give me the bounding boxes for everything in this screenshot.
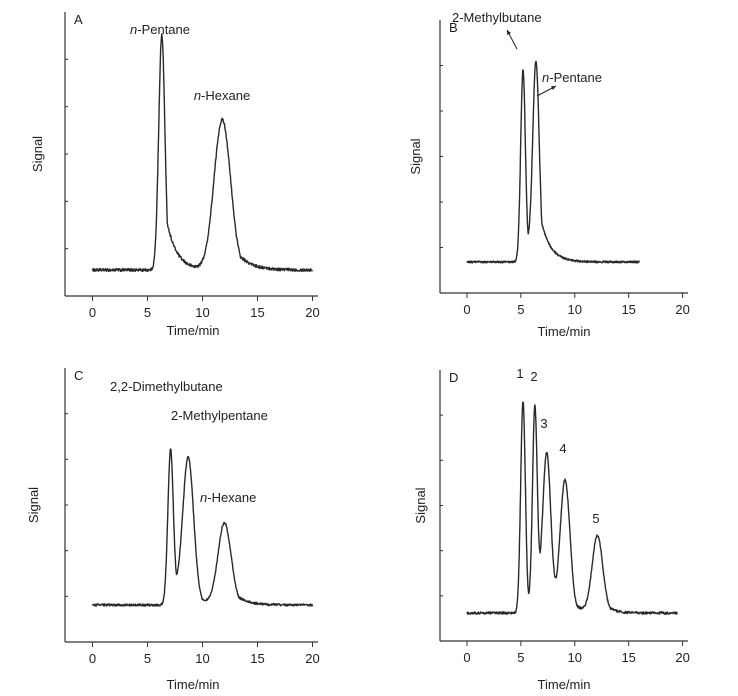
panel-b: 0 5 10 15 20 Time/min Signal B2-Methylbutane n-P…	[408, 10, 690, 339]
x-tick-label: 20	[305, 651, 319, 666]
x-tick-label: 10	[195, 305, 209, 320]
x-tick-label: 0	[463, 650, 470, 665]
chromatogram-trace	[91, 33, 314, 273]
x-tick-label: 20	[305, 305, 319, 320]
panel-letter: C	[74, 368, 83, 383]
panel-d: 0 5 10 15 20 Time/min Signal D 1 2 34 5	[413, 366, 690, 692]
x-tick-label: 10	[568, 650, 582, 665]
x-axis-label: Time/min	[167, 323, 220, 338]
peak-label: 2-Methylpentane	[171, 408, 268, 423]
x-tick-label: 20	[675, 302, 689, 317]
panel-a: 0 5 10 15 20 Time/min Signal An-Pentane n-Hexane	[30, 12, 320, 338]
x-tick-label: 5	[517, 302, 524, 317]
peak-label: n-Pentane	[130, 22, 190, 37]
x-axis-label: Time/min	[167, 677, 220, 692]
panel-letter: B	[449, 20, 458, 35]
panel-letter: A	[74, 12, 83, 27]
peak-label: 3	[540, 416, 547, 431]
x-tick-label: 5	[517, 650, 524, 665]
chromatogram-trace	[466, 60, 640, 264]
y-axis-label: Signal	[408, 138, 423, 174]
peak-label: 2-Methylbutane	[452, 10, 542, 25]
arrowhead	[507, 30, 511, 35]
x-tick-label: 15	[250, 305, 264, 320]
arrowhead	[551, 86, 556, 90]
peak-label: n-Pentane	[542, 70, 602, 85]
panel-c: 0 5 10 15 20 Time/min Signal C 2,2-Dimethylbutan…	[26, 368, 320, 692]
x-tick-label: 0	[89, 651, 96, 666]
peak-label: 1	[516, 366, 523, 381]
y-axis-label: Signal	[26, 487, 41, 523]
x-tick-label: 5	[144, 305, 151, 320]
x-tick-label: 5	[144, 651, 151, 666]
peak-label: 2,2-Dimethylbutane	[110, 379, 223, 394]
x-tick-label: 15	[250, 651, 264, 666]
panel-letter: D	[449, 370, 458, 385]
peak-label: 5	[592, 511, 599, 526]
x-tick-label: 0	[89, 305, 96, 320]
peak-label: 4	[559, 441, 566, 456]
y-axis-label: Signal	[30, 136, 45, 172]
x-tick-label: 10	[195, 651, 209, 666]
x-tick-label: 10	[568, 302, 582, 317]
x-tick-label: 15	[621, 302, 635, 317]
x-axis-label: Time/min	[538, 677, 591, 692]
x-tick-label: 20	[675, 650, 689, 665]
x-tick-label: 0	[463, 302, 470, 317]
chromatogram-trace	[466, 401, 678, 615]
x-tick-label: 15	[621, 650, 635, 665]
peak-label: n-Hexane	[200, 490, 256, 505]
chromatogram-trace	[91, 448, 314, 607]
y-axis-label: Signal	[413, 487, 428, 523]
x-axis-label: Time/min	[538, 324, 591, 339]
peak-label: n-Hexane	[194, 88, 250, 103]
peak-label: 2	[530, 369, 537, 384]
